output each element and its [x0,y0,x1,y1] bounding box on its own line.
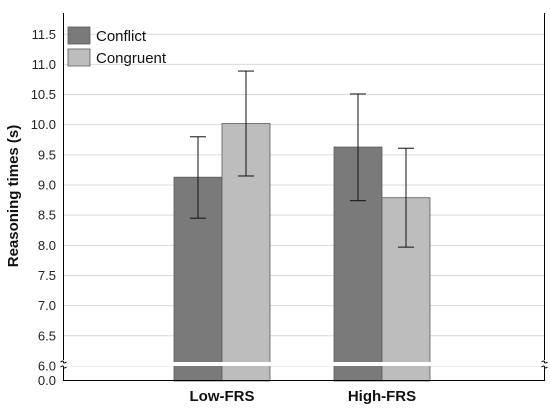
axes [63,13,545,381]
y-tick-label-break: 0.0 [38,373,56,388]
plot-background [63,13,544,380]
break-mark [60,365,67,369]
break-symbols [60,360,548,369]
y-tick-label: 7.0 [38,298,56,313]
y-tick-label: 9.5 [38,147,56,162]
y-tick-label: 6.5 [38,328,56,343]
break-mark [541,365,548,369]
category-label: High-FRS [348,388,416,405]
legend-swatch [67,48,91,67]
y-tick-label: 11.0 [32,57,56,72]
category-label: Low-FRS [190,388,255,405]
y-tick-label: 9.0 [38,178,56,193]
y-tick-label: 11.5 [32,27,56,42]
y-tick-label: 6.0 [38,358,56,373]
y-tick-label: 10.5 [31,87,56,102]
legend-label: Congruent [96,50,167,67]
break-mask [60,360,67,368]
legend: Conflict Congruent [67,26,167,67]
break-mark [541,360,548,364]
y-tick-label: 10.0 [31,117,56,132]
break-mask [541,360,548,368]
legend-swatch [67,26,91,45]
axis-break-gap [64,362,544,366]
error-bars [190,70,414,248]
y-tick-labels: 11.5 11.0 10.5 10.0 9.5 9.0 8.5 8.0 7.5 7.0 6.5 6.0 [31,27,56,374]
y-axis-label: Reasoning times (s) [5,125,22,268]
category-labels: Low-FRS High-FRS [190,388,417,405]
y-tick-label: 8.5 [38,208,56,223]
axis-break-band [64,362,544,366]
y-tick-label: 8.0 [38,238,56,253]
y-tick-label: 7.5 [38,268,56,283]
legend-label: Conflict [96,28,147,45]
break-mark [60,360,67,364]
